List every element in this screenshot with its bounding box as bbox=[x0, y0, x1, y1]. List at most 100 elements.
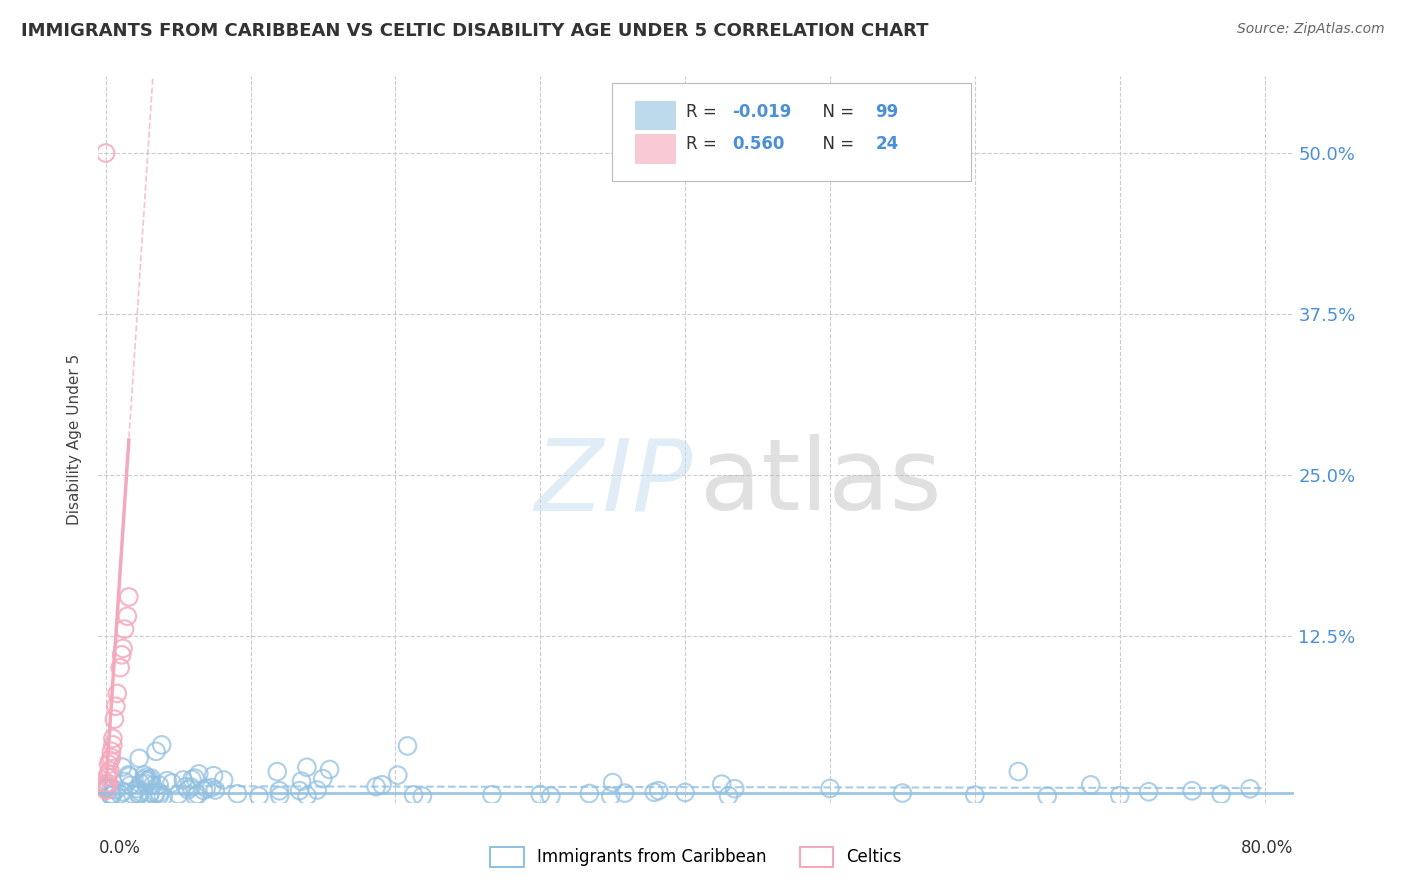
Point bbox=[177, 782, 200, 797]
Point bbox=[112, 785, 135, 799]
Point bbox=[318, 763, 340, 777]
Point bbox=[1181, 784, 1204, 798]
Point bbox=[96, 770, 118, 784]
Point bbox=[599, 789, 621, 804]
Text: 80.0%: 80.0% bbox=[1241, 839, 1294, 857]
Point bbox=[266, 764, 288, 779]
Point bbox=[94, 783, 117, 797]
Point bbox=[891, 786, 914, 800]
Point bbox=[94, 146, 117, 161]
Point bbox=[818, 781, 841, 796]
Point bbox=[295, 789, 318, 803]
Point bbox=[156, 773, 179, 788]
Point bbox=[97, 757, 120, 772]
Point bbox=[138, 789, 160, 803]
Point bbox=[98, 764, 121, 778]
FancyBboxPatch shape bbox=[636, 134, 676, 164]
Point bbox=[295, 760, 318, 774]
Point bbox=[100, 744, 122, 758]
Point bbox=[167, 788, 190, 802]
Point bbox=[105, 783, 128, 797]
Point bbox=[108, 661, 131, 675]
Point bbox=[138, 772, 160, 786]
Point bbox=[134, 776, 156, 790]
Point bbox=[143, 788, 166, 802]
Point bbox=[226, 787, 249, 801]
Point bbox=[129, 776, 152, 790]
Point bbox=[100, 788, 122, 802]
Point bbox=[184, 789, 207, 803]
Text: -0.019: -0.019 bbox=[733, 103, 792, 121]
Text: N =: N = bbox=[811, 103, 859, 121]
Point bbox=[673, 785, 696, 799]
Point bbox=[269, 783, 291, 797]
Point bbox=[96, 780, 118, 794]
FancyBboxPatch shape bbox=[636, 101, 676, 130]
Point bbox=[1137, 785, 1160, 799]
Point bbox=[204, 783, 226, 797]
Point bbox=[103, 712, 125, 726]
Legend: Immigrants from Caribbean, Celtics: Immigrants from Caribbean, Celtics bbox=[491, 847, 901, 867]
Point bbox=[195, 781, 218, 796]
Point bbox=[181, 772, 204, 787]
Point bbox=[578, 787, 600, 801]
Point bbox=[142, 778, 165, 792]
Point bbox=[717, 789, 740, 803]
Point bbox=[411, 789, 433, 804]
Point bbox=[122, 788, 145, 802]
Point bbox=[136, 773, 159, 788]
Point bbox=[128, 788, 150, 802]
Point bbox=[963, 788, 986, 802]
Point bbox=[247, 789, 270, 804]
Point bbox=[529, 788, 551, 802]
Point bbox=[1036, 789, 1059, 803]
Point bbox=[97, 766, 120, 780]
Point bbox=[212, 772, 235, 787]
Point bbox=[135, 770, 157, 784]
Text: IMMIGRANTS FROM CARIBBEAN VS CELTIC DISABILITY AGE UNDER 5 CORRELATION CHART: IMMIGRANTS FROM CARIBBEAN VS CELTIC DISA… bbox=[21, 22, 928, 40]
Point bbox=[101, 738, 124, 752]
Point bbox=[184, 771, 207, 785]
Point bbox=[648, 783, 671, 797]
Point bbox=[148, 778, 170, 792]
Point bbox=[118, 769, 141, 783]
Point bbox=[100, 751, 122, 765]
Point bbox=[134, 772, 156, 787]
Point bbox=[114, 774, 136, 789]
Point bbox=[387, 768, 409, 782]
Point bbox=[128, 751, 150, 765]
Point bbox=[141, 771, 163, 785]
Y-axis label: Disability Age Under 5: Disability Age Under 5 bbox=[67, 354, 83, 524]
Point bbox=[172, 772, 194, 787]
Point bbox=[145, 786, 167, 800]
Point bbox=[139, 786, 162, 800]
Point bbox=[98, 753, 121, 767]
Point bbox=[202, 769, 225, 783]
Point bbox=[101, 788, 124, 802]
Text: R =: R = bbox=[686, 103, 723, 121]
Point bbox=[1108, 789, 1130, 803]
Text: 0.560: 0.560 bbox=[733, 136, 785, 153]
Point bbox=[134, 768, 156, 782]
Point bbox=[288, 783, 311, 797]
Point bbox=[602, 775, 624, 789]
Point bbox=[120, 778, 142, 792]
Point bbox=[643, 785, 665, 799]
Point bbox=[97, 776, 120, 790]
Point bbox=[1080, 778, 1102, 792]
Point bbox=[118, 590, 141, 604]
Point bbox=[724, 781, 747, 796]
Point bbox=[148, 786, 170, 800]
Point bbox=[201, 780, 224, 795]
Point bbox=[96, 779, 118, 793]
Point bbox=[710, 777, 733, 791]
Point bbox=[152, 789, 174, 804]
Text: Source: ZipAtlas.com: Source: ZipAtlas.com bbox=[1237, 22, 1385, 37]
Text: 0.0%: 0.0% bbox=[98, 839, 141, 857]
Point bbox=[101, 731, 124, 746]
Point bbox=[110, 648, 132, 662]
Point bbox=[105, 686, 128, 700]
Point bbox=[180, 780, 202, 794]
Point bbox=[187, 767, 209, 781]
Point bbox=[150, 738, 173, 752]
